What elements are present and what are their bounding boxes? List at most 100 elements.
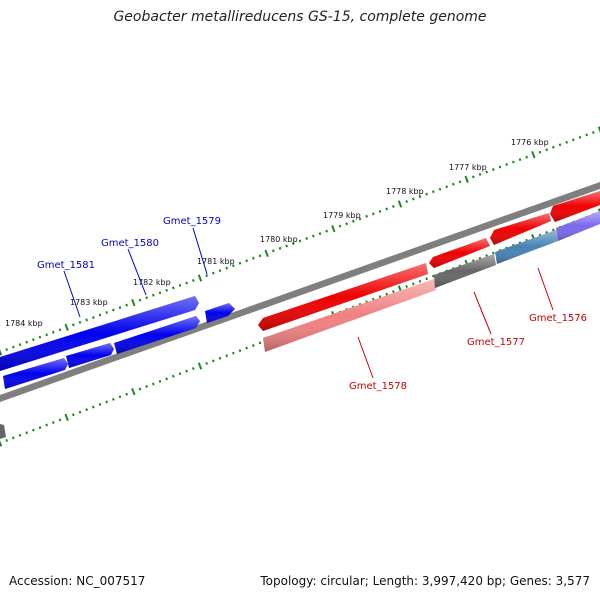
minor-tick [458,180,462,184]
minor-tick [85,318,89,322]
minor-tick [158,291,162,295]
minor-tick [418,195,422,199]
gene-label-gmet-1576: Gmet_1576 [529,313,587,324]
reverse-strand-genes [0,191,600,439]
minor-tick [525,155,529,159]
minor-tick [251,343,255,347]
minor-tick [391,204,395,208]
minor-tick [18,343,22,347]
minor-tick [565,140,569,144]
minor-tick [405,200,409,204]
minor-tick [118,306,122,310]
minor-tick [491,251,495,255]
minor-tick [91,315,95,319]
minor-tick [78,410,82,414]
minor-tick [178,283,182,287]
minor-tick [385,292,389,296]
minor-tick [378,209,382,213]
minor-tick [385,207,389,211]
minor-tick [165,377,169,381]
kbp-label-1777: 1777 kbp [449,163,487,172]
minor-tick [91,405,95,409]
leader-line [537,267,554,311]
minor-tick [578,135,582,139]
major-tick [131,388,136,396]
minor-tick [238,349,242,353]
minor-tick [51,330,55,334]
accession-label: Accession: NC_007517 [9,574,146,588]
kbp-label-1781: 1781 kbp [197,257,235,266]
minor-tick [58,328,62,332]
minor-tick [365,214,369,218]
major-tick [531,151,536,159]
major-tick [64,323,69,331]
gene-feature[interactable] [66,343,114,368]
minor-tick [411,197,415,201]
minor-tick [25,340,29,344]
minor-tick [285,244,289,248]
minor-tick [45,423,49,427]
minor-tick [211,271,215,275]
kbp-label-1779: 1779 kbp [323,211,361,220]
minor-tick [58,418,62,422]
minor-tick [38,426,42,430]
minor-tick [431,274,435,278]
major-tick [64,413,69,421]
minor-tick [225,354,229,358]
leader-line [192,227,208,275]
gene-feature[interactable] [490,213,551,245]
major-tick [397,200,403,208]
minor-tick [31,428,35,432]
minor-tick [545,148,549,152]
gene-feature[interactable] [263,279,436,352]
minor-tick [485,254,489,258]
minor-tick [138,387,142,391]
gene-feature[interactable] [205,303,235,323]
minor-tick [211,359,215,363]
gene-label-gmet-1580: Gmet_1580 [101,238,159,249]
minor-tick [438,187,442,191]
minor-tick [245,259,249,263]
kbp-label-1776: 1776 kbp [511,138,549,147]
minor-tick [5,438,9,442]
minor-tick [258,254,262,258]
genome-summary: Topology: circular; Length: 3,997,420 bp… [260,574,590,588]
major-tick [331,225,336,233]
minor-tick [518,158,522,162]
minor-tick [411,282,415,286]
gene-feature[interactable] [0,296,199,371]
gene-feature[interactable] [0,424,6,439]
minor-tick [178,372,182,376]
minor-tick [245,346,249,350]
minor-tick [345,222,349,226]
minor-tick [218,269,222,273]
major-tick [197,362,203,370]
leader-line [63,270,81,318]
minor-tick [291,241,295,245]
gene-feature[interactable] [258,263,428,331]
minor-tick [71,323,75,327]
gene-feature[interactable] [434,254,496,288]
minor-tick [45,333,49,337]
gene-feature[interactable] [550,191,600,222]
minor-tick [511,160,515,164]
gene-feature[interactable] [429,238,490,268]
minor-tick [118,395,122,399]
leader-line [473,291,492,335]
minor-tick [351,219,355,223]
minor-tick [125,392,129,396]
minor-tick [225,266,229,270]
gene-label-gmet-1581: Gmet_1581 [37,260,95,271]
minor-tick [191,367,195,371]
gene-feature[interactable] [3,358,68,389]
gene-label-gmet-1578: Gmet_1578 [349,381,407,392]
major-tick [264,249,269,257]
minor-tick [231,351,235,355]
minor-tick [558,143,562,147]
gene-feature[interactable] [495,230,558,264]
minor-tick [485,170,489,174]
gene-label-gmet-1577: Gmet_1577 [467,337,525,348]
gene-feature[interactable] [114,316,200,354]
gene-feature[interactable] [556,211,600,241]
minor-tick [165,288,169,292]
